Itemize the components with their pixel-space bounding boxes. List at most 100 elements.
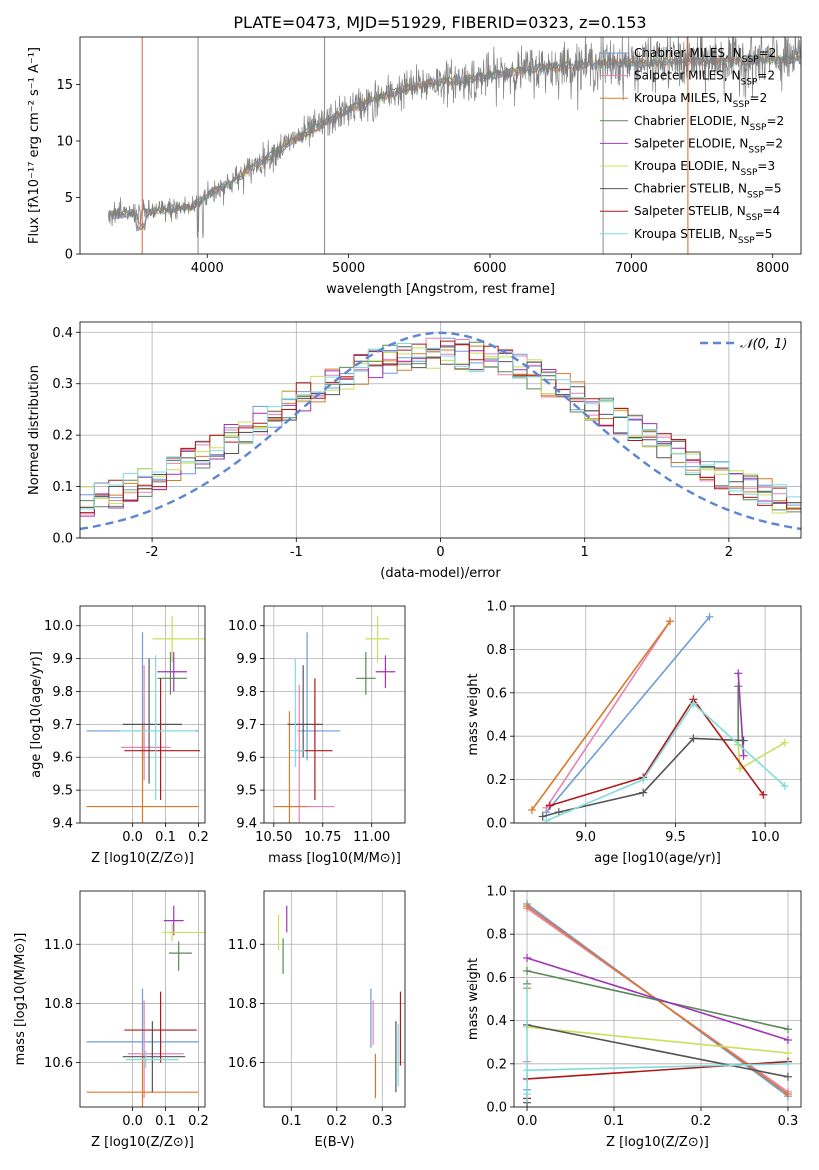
y-axis-label: Normed distribution [27,365,42,495]
y-tick-label: 9.7 [52,718,73,733]
legend-label: 𝒩(0, 1) [740,337,787,352]
y-tick-label: 0.2 [486,773,507,788]
axes-frame [79,605,206,824]
x-axis-label: Z [log10(Z/Z⊙)] [606,1135,709,1150]
age-vs-mass-panel: 10.50 10.75 11.00 9.4 9.5 9.6 9.7 9.8 9.9 10.0 mas… [228,605,406,866]
errorbar-point [126,1050,179,1069]
x-axis-label: age [log10(age/yr)] [594,851,721,866]
weight-marker [527,805,536,814]
mass-weight-vs-age-panel: 9.0 9.5 10.0 0.0 0.2 0.4 0.6 0.8 1.0 age [log10(a… [466,600,802,866]
errorbar-point [86,1053,199,1107]
errorbar-point [121,665,171,781]
y-tick-label: 0.2 [52,429,73,444]
x-tick-label: 8000 [756,261,789,276]
weight-line [526,1024,789,1078]
y-tick-label: 10.0 [228,619,257,634]
errorbar-point [152,615,205,662]
y-tick-label: 0.3 [52,377,73,392]
y-tick-label: 0.4 [52,326,73,341]
weight-marker [783,1090,792,1099]
errorbar-point [127,1000,184,1099]
legend-label: Kroupa MILES, NSSP=2 [634,91,767,110]
y-tick-label: 1.0 [486,600,507,615]
y-tick-label: 9.4 [236,817,257,832]
errorbar-point [287,665,323,758]
plot-area [107,37,801,254]
x-tick-label: 0 [436,545,444,560]
y-tick-label: 0.8 [486,928,507,943]
x-tick-label: 0.1 [604,1114,625,1129]
y-tick-label: 9.9 [52,652,73,667]
errorbar-point [299,678,333,800]
y-tick-label: 15 [56,78,73,93]
x-tick-label: 2 [725,545,733,560]
errorbar-point [168,941,192,971]
legend-label: Salpeter STELIB, NSSP=4 [634,204,780,223]
y-tick-label: 10.8 [44,997,73,1012]
legend-label: Kroupa ELODIE, NSSP=3 [634,159,775,178]
errorbar-point [124,678,201,800]
x-tick-label: 0.1 [155,830,176,845]
x-tick-label: 11.00 [353,830,390,845]
legend: 𝒩(0, 1) [700,337,787,352]
x-tick-label: 0.2 [188,830,209,845]
weight-marker [739,736,748,745]
y-axis-label: mass [log10(M/M⊙)] [13,933,28,1066]
weight-marker [739,751,748,760]
axes-frame [263,890,406,1108]
weight-line [737,673,745,756]
weight-line [549,697,764,807]
x-tick-label: 9.0 [575,830,596,845]
x-tick-label: 9.5 [665,830,686,845]
weight-marker [783,1049,792,1057]
x-tick-label: 0.2 [326,1114,347,1129]
x-tick-label: 10.0 [751,830,780,845]
mass-vs-extinction-panel: 0.1 0.2 0.3 10.6 10.8 11.0 E(B-V) [228,890,406,1150]
x-tick-label: 7000 [615,261,648,276]
weight-line [545,702,786,822]
y-tick-label: 0.0 [486,817,507,832]
weight-marker [705,612,714,621]
x-tick-label: 1 [581,545,589,560]
weight-marker [545,801,554,810]
y-tick-label: 9.6 [236,751,257,766]
weight-line [526,1026,789,1054]
x-axis-label: wavelength [Angstrom, rest frame] [326,282,555,297]
plot-area [523,899,792,1107]
axes-frame [513,605,802,824]
weight-marker [780,738,789,747]
y-tick-label: 9.8 [236,685,257,700]
grid [264,606,405,824]
errorbar-point [124,991,197,1063]
observed-spectrum-line [107,37,801,239]
y-tick-label: 10.6 [228,1056,257,1071]
y-tick-label: 10.6 [44,1056,73,1071]
errorbar-point [86,724,199,823]
weight-marker [542,816,551,823]
figure-title: PLATE=0473, MJD=51929, FIBERID=0323, z=0… [233,13,646,32]
x-tick-label: 4000 [191,261,224,276]
weight-line [526,970,789,1030]
x-tick-label: 0.1 [281,1114,302,1129]
plot-area [273,615,396,823]
axes-frame [513,890,802,1108]
errorbar-point [365,615,390,662]
weight-marker [759,790,768,799]
weight-marker [736,764,745,773]
grid [80,891,205,1107]
plot-area [527,612,789,823]
y-tick-label: 9.5 [236,784,257,799]
y-tick-label: 9.9 [236,652,257,667]
x-tick-label: 0.3 [372,1114,393,1129]
x-axis-label: Z [log10(Z/Z⊙)] [91,851,194,866]
weight-marker [666,617,675,626]
y-axis-label: mass weight [466,673,481,755]
x-tick-label: 0.0 [517,1114,538,1129]
weight-line [531,620,671,811]
x-tick-label: 0.3 [778,1114,799,1129]
x-tick-label: -1 [290,545,303,560]
y-tick-label: 11.0 [44,938,73,953]
weight-marker [523,953,532,962]
legend-label: Chabrier ELODIE, NSSP=2 [634,114,784,133]
